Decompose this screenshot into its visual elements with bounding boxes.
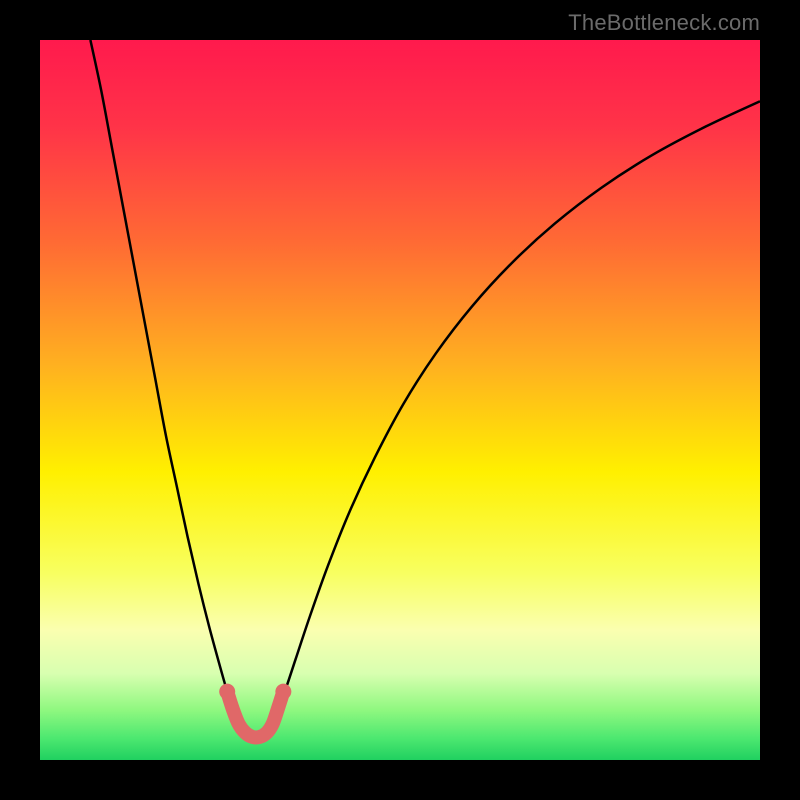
plot-area (40, 40, 760, 760)
arc-endpoint-markers (219, 684, 291, 700)
curve-bottom-arc (227, 692, 283, 738)
arc-marker (275, 684, 291, 700)
curve-right-branch (278, 101, 760, 709)
arc-marker (219, 684, 235, 700)
bottleneck-curve (40, 40, 760, 760)
chart-container: TheBottleneck.com (0, 0, 800, 800)
curve-left-branch (90, 40, 233, 710)
watermark-text: TheBottleneck.com (568, 10, 760, 36)
